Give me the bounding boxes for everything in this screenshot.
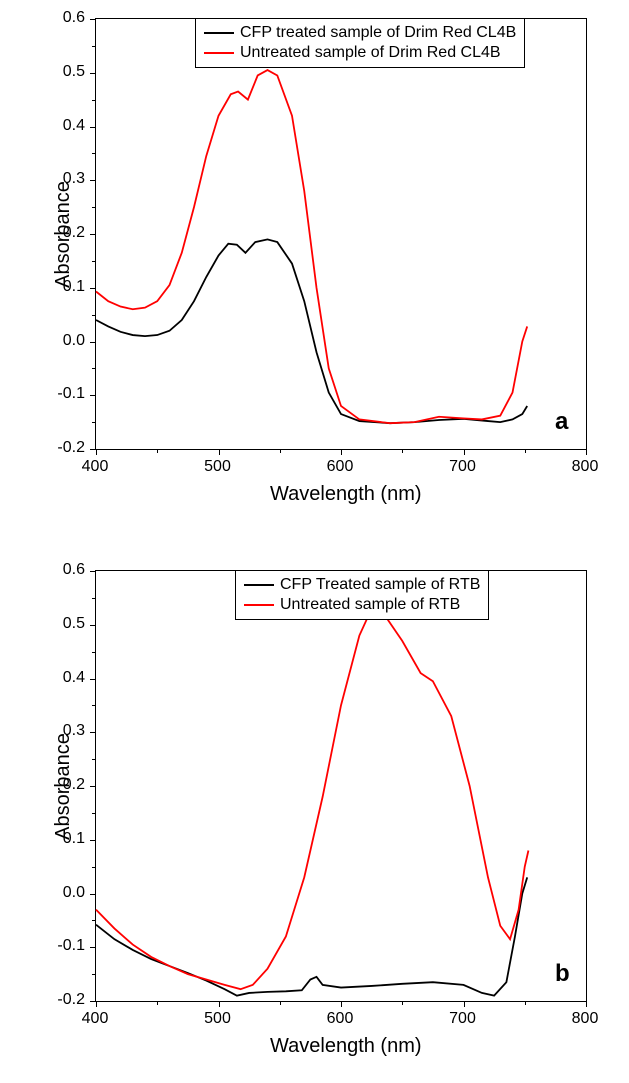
x-minor-tick bbox=[525, 449, 526, 453]
y-tick-label: 0.1 bbox=[35, 278, 85, 296]
legend-row: Untreated sample of RTB bbox=[244, 595, 480, 615]
y-tick-label: 0.6 bbox=[35, 9, 85, 27]
x-tick bbox=[96, 449, 97, 455]
panel-a: Absorbance Wavelength (nm) a CFP treated… bbox=[0, 0, 629, 540]
figure-container: Absorbance Wavelength (nm) a CFP treated… bbox=[0, 0, 629, 1083]
y-tick-label: 0.4 bbox=[35, 117, 85, 135]
y-tick-label: 0.3 bbox=[35, 170, 85, 188]
plot-area-a bbox=[95, 18, 587, 450]
plot-area-b bbox=[95, 570, 587, 1002]
legend-label: Untreated sample of Drim Red CL4B bbox=[240, 44, 501, 62]
x-minor-tick bbox=[402, 1001, 403, 1005]
panel-label-b: b bbox=[555, 960, 570, 988]
x-tick bbox=[96, 1001, 97, 1007]
x-tick-label: 800 bbox=[572, 458, 599, 476]
x-tick-label: 800 bbox=[572, 1010, 599, 1028]
y-tick-label: 0.0 bbox=[35, 884, 85, 902]
legend-row: Untreated sample of Drim Red CL4B bbox=[204, 43, 516, 63]
legend-label: CFP treated sample of Drim Red CL4B bbox=[240, 24, 516, 42]
legend-label: CFP Treated sample of RTB bbox=[280, 576, 480, 594]
x-tick bbox=[341, 449, 342, 455]
x-minor-tick bbox=[280, 1001, 281, 1005]
x-axis-label-b: Wavelength (nm) bbox=[270, 1035, 422, 1058]
x-minor-tick bbox=[157, 1001, 158, 1005]
x-tick-label: 700 bbox=[449, 1010, 476, 1028]
y-tick-label: 0.4 bbox=[35, 669, 85, 687]
y-tick-label: 0.6 bbox=[35, 561, 85, 579]
x-minor-tick bbox=[280, 449, 281, 453]
x-minor-tick bbox=[157, 449, 158, 453]
x-tick bbox=[219, 449, 220, 455]
x-tick bbox=[586, 449, 587, 455]
y-tick-label: 0.3 bbox=[35, 722, 85, 740]
x-tick-label: 600 bbox=[327, 1010, 354, 1028]
legend-label: Untreated sample of RTB bbox=[280, 596, 460, 614]
x-tick-label: 400 bbox=[82, 1010, 109, 1028]
x-tick-label: 400 bbox=[82, 458, 109, 476]
y-tick-label: -0.2 bbox=[35, 991, 85, 1009]
legend-row: CFP treated sample of Drim Red CL4B bbox=[204, 23, 516, 43]
x-axis-label-a: Wavelength (nm) bbox=[270, 483, 422, 506]
panel-b: Absorbance Wavelength (nm) b CFP Treated… bbox=[0, 540, 629, 1083]
x-tick bbox=[219, 1001, 220, 1007]
y-tick-label: 0.5 bbox=[35, 615, 85, 633]
x-minor-tick bbox=[402, 449, 403, 453]
x-tick-label: 500 bbox=[204, 1010, 231, 1028]
legend-line-icon bbox=[204, 52, 234, 54]
y-tick-label: 0.2 bbox=[35, 224, 85, 242]
legend-line-icon bbox=[204, 32, 234, 34]
x-tick bbox=[586, 1001, 587, 1007]
x-tick bbox=[464, 449, 465, 455]
legend-line-icon bbox=[244, 584, 274, 586]
y-tick-label: -0.1 bbox=[35, 385, 85, 403]
legend-row: CFP Treated sample of RTB bbox=[244, 575, 480, 595]
x-tick-label: 500 bbox=[204, 458, 231, 476]
y-tick-label: -0.1 bbox=[35, 937, 85, 955]
legend-a: CFP treated sample of Drim Red CL4B Untre… bbox=[195, 18, 525, 68]
series-line bbox=[96, 877, 527, 995]
chart-svg bbox=[96, 19, 586, 449]
y-tick-label: 0.1 bbox=[35, 830, 85, 848]
y-tick-label: 0.0 bbox=[35, 332, 85, 350]
series-line bbox=[96, 239, 527, 423]
y-tick-label: 0.5 bbox=[35, 63, 85, 81]
series-line bbox=[96, 70, 527, 423]
x-tick-label: 700 bbox=[449, 458, 476, 476]
x-tick-label: 600 bbox=[327, 458, 354, 476]
x-tick bbox=[341, 1001, 342, 1007]
panel-label-a: a bbox=[555, 408, 568, 436]
x-tick bbox=[464, 1001, 465, 1007]
y-tick-label: 0.2 bbox=[35, 776, 85, 794]
y-tick-label: -0.2 bbox=[35, 439, 85, 457]
legend-b: CFP Treated sample of RTB Untreated sampl… bbox=[235, 570, 489, 620]
chart-svg bbox=[96, 571, 586, 1001]
series-line bbox=[96, 609, 528, 990]
legend-line-icon bbox=[244, 604, 274, 606]
x-minor-tick bbox=[525, 1001, 526, 1005]
